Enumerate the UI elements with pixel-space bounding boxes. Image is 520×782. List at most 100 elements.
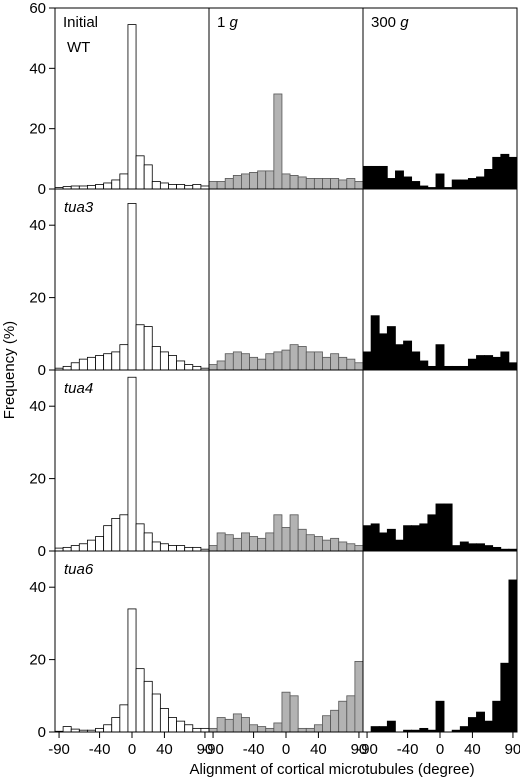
bar-tua4-initial-10	[135, 523, 145, 552]
bar-wt-1-g-40	[313, 178, 323, 190]
bar-tua3-1-g--60	[232, 351, 242, 371]
bar-tua3-initial-80	[192, 365, 202, 371]
y-tick-label-tua6-40: 40	[29, 579, 46, 596]
bar-tua4-300-g-50	[476, 543, 485, 552]
bar-tua4-1-g-60	[330, 537, 340, 552]
bar-tua3-300-g-70	[492, 356, 502, 371]
bar-tua4-300-g--50	[395, 539, 404, 552]
bar-tua3-300-g-90	[508, 362, 518, 371]
bar-tua3-300-g--40	[403, 340, 413, 371]
row-label-tua6: tua6	[64, 561, 94, 578]
column-title-0: Initial	[63, 14, 98, 31]
bar-tua3-1-g--50	[241, 353, 250, 371]
bar-tua6-1-g--70	[224, 718, 234, 733]
bar-tua4-initial-20	[143, 532, 153, 552]
bar-tua4-1-g--50	[241, 532, 250, 552]
bar-wt-initial--40	[95, 184, 105, 190]
bar-tua6-initial-70	[184, 724, 194, 733]
bar-tua4-1-g--60	[232, 537, 242, 552]
bar-wt-1-g--80	[216, 181, 226, 190]
y-tick-label-tua4-0: 0	[38, 543, 46, 560]
bar-tua4-1-g--30	[257, 537, 267, 552]
bar-tua6-initial--30	[103, 724, 113, 733]
bar-tua4-1-g-30	[305, 534, 315, 552]
panel-wt-initial	[54, 7, 210, 190]
bar-tua3-initial--40	[95, 355, 105, 371]
bar-tua6-1-g--30	[257, 726, 267, 733]
panel-frame-tua3-1-g	[208, 188, 364, 371]
bar-tua4-300-g--20	[419, 523, 429, 552]
panel-tua3-300-g	[362, 188, 518, 371]
y-tick-label-tua4-40: 40	[29, 398, 46, 415]
bar-tua4-initial-70	[184, 546, 194, 552]
bar-wt-1-g-0	[281, 173, 291, 190]
panel-frame-wt-1-g	[208, 7, 364, 190]
bar-tua3-initial--30	[103, 353, 113, 371]
bar-tua4-initial--40	[95, 536, 105, 552]
bar-tua6-initial-40	[159, 708, 169, 733]
bar-tua6-300-g--20	[419, 727, 429, 733]
bar-tua3-1-g--70	[224, 353, 234, 371]
bar-wt-1-g-10	[289, 175, 299, 190]
bar-wt-initial--50	[87, 184, 96, 190]
bar-wt-initial-0	[127, 24, 137, 190]
y-tick-label-tua4-20: 20	[29, 471, 46, 488]
bar-wt-initial--20	[111, 179, 121, 190]
bar-tua3-initial-40	[159, 351, 169, 371]
bar-tua4-300-g--60	[386, 528, 396, 552]
bar-tua3-1-g-50	[322, 356, 331, 371]
bar-tua3-1-g-0	[281, 349, 291, 371]
bar-tua3-300-g-0	[435, 344, 445, 371]
bar-tua3-1-g-70	[338, 356, 348, 371]
bar-tua4-1-g-20	[297, 528, 307, 552]
bar-wt-1-g--50	[241, 173, 250, 190]
bar-tua4-300-g-70	[492, 546, 502, 552]
bar-tua3-300-g-30	[459, 365, 469, 371]
bar-tua4-300-g-0	[435, 503, 445, 552]
bar-wt-1-g--90	[208, 181, 218, 190]
x-tick-label-1-g-40: 40	[310, 741, 327, 758]
bar-tua6-initial-20	[143, 680, 153, 733]
x-tick-label-initial-0: 0	[128, 741, 136, 758]
bar-tua4-1-g--40	[249, 536, 259, 552]
bar-tua6-1-g--50	[241, 717, 250, 733]
bar-tua4-300-g-60	[484, 545, 494, 552]
bar-tua4-1-g-90	[354, 545, 364, 552]
bar-tua3-300-g--50	[395, 344, 404, 371]
bar-wt-1-g-30	[305, 178, 315, 190]
bar-tua3-300-g--70	[378, 333, 388, 371]
bar-tua4-initial--20	[111, 518, 121, 552]
panel-tua4-1-g	[208, 369, 364, 552]
bar-tua4-1-g--70	[224, 534, 234, 552]
x-axis-label: Alignment of cortical microtubules (degr…	[189, 761, 474, 778]
panel-grid: 0 20 40 60 WT 0 20 40 tua3 0 20 40 tua4 0 20 40 -90 -40 0 4…	[29, 0, 520, 758]
bar-tua3-300-g-10	[443, 365, 453, 371]
bar-tua6-1-g-90	[354, 661, 364, 733]
bar-tua4-1-g-40	[313, 536, 323, 552]
bar-wt-1-g-50	[322, 178, 331, 190]
bar-tua4-initial-30	[151, 541, 161, 552]
bar-wt-initial-20	[143, 164, 153, 190]
bar-tua4-1-g--80	[216, 532, 226, 552]
bar-wt-1-g-90	[354, 181, 364, 190]
bar-wt-300-g-40	[467, 178, 477, 190]
bar-tua3-initial--10	[119, 344, 129, 371]
y-tick-label-tua6-0: 0	[38, 724, 46, 741]
bar-tua6-initial-60	[176, 720, 186, 733]
bar-tua3-1-g-90	[354, 362, 364, 371]
bar-tua4-1-g--20	[265, 532, 275, 552]
bar-tua3-300-g--90	[362, 351, 372, 371]
panel-tua4-300-g	[362, 369, 518, 552]
y-axis-label: Frequency (%)	[1, 321, 18, 419]
x-tick-label-1-g-90: 90	[351, 741, 368, 758]
bar-tua6-initial--10	[119, 704, 129, 733]
bar-tua6-initial-90	[200, 727, 210, 733]
bar-tua4-initial-40	[159, 543, 169, 552]
bar-tua6-300-g--80	[370, 726, 380, 733]
bar-wt-1-g-60	[330, 178, 340, 190]
bar-tua6-1-g--90	[208, 727, 218, 733]
bar-tua3-300-g-50	[476, 355, 485, 371]
bar-wt-1-g--60	[232, 175, 242, 190]
bar-tua3-initial-50	[168, 355, 177, 371]
bar-tua6-1-g-10	[289, 695, 299, 733]
